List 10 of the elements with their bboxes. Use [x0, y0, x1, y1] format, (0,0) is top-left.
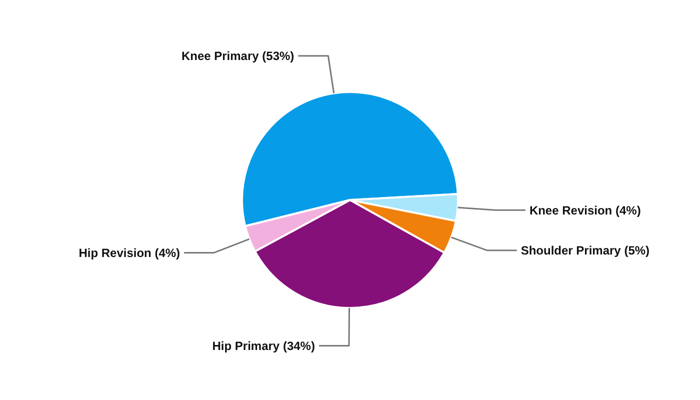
slice-label: Shoulder Primary [520, 244, 622, 258]
data-label: (4%) [615, 203, 641, 218]
slice-label: Hip Primary [212, 338, 280, 353]
data-label: (34%) [282, 338, 315, 353]
slice-label: Hip Revision [78, 246, 152, 260]
data-label: (4%) [154, 246, 180, 260]
data-label: (5%) [624, 244, 650, 258]
slice-label: Knee Primary [181, 49, 260, 64]
data-label: (53%) [262, 49, 294, 64]
slice-label: Knee Revision [529, 203, 612, 218]
